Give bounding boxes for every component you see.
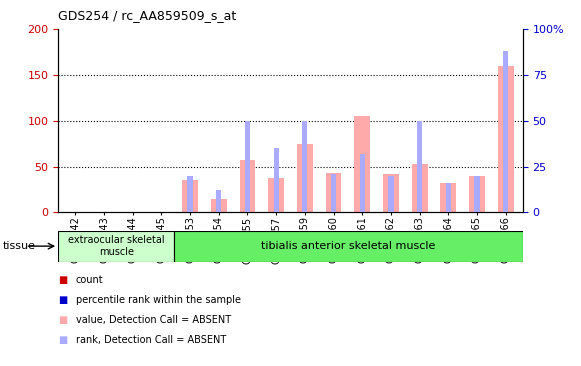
Bar [239,160,256,212]
Bar [302,121,307,212]
Bar [498,66,514,212]
Bar [354,116,370,212]
Text: GDS254 / rc_AA859509_s_at: GDS254 / rc_AA859509_s_at [58,9,236,22]
Bar [182,180,198,212]
Bar [268,179,284,212]
Text: count: count [76,275,103,285]
Bar [174,231,523,262]
Text: tibialis anterior skeletal muscle: tibialis anterior skeletal muscle [261,241,436,251]
Bar [417,121,422,212]
Bar [325,173,342,212]
Text: ■: ■ [58,315,67,325]
Text: extraocular skeletal
muscle: extraocular skeletal muscle [68,235,164,257]
Text: ■: ■ [58,295,67,305]
Bar [446,183,451,212]
Bar [58,231,174,262]
Bar [360,154,365,212]
Bar [211,198,227,212]
Bar [188,176,193,212]
Bar [503,51,508,212]
Bar [440,183,456,212]
Bar [388,176,393,212]
Bar [412,164,428,212]
Text: tissue: tissue [3,241,36,251]
Bar [245,121,250,212]
Bar [475,176,479,212]
Text: ■: ■ [58,275,67,285]
Text: value, Detection Call = ABSENT: value, Detection Call = ABSENT [76,315,231,325]
Bar [469,176,485,212]
Text: rank, Detection Call = ABSENT: rank, Detection Call = ABSENT [76,335,226,346]
Bar [297,143,313,212]
Bar [331,174,336,212]
Bar [274,148,279,212]
Text: ■: ■ [58,335,67,346]
Bar [216,190,221,212]
Bar [383,174,399,212]
Text: percentile rank within the sample: percentile rank within the sample [76,295,241,305]
